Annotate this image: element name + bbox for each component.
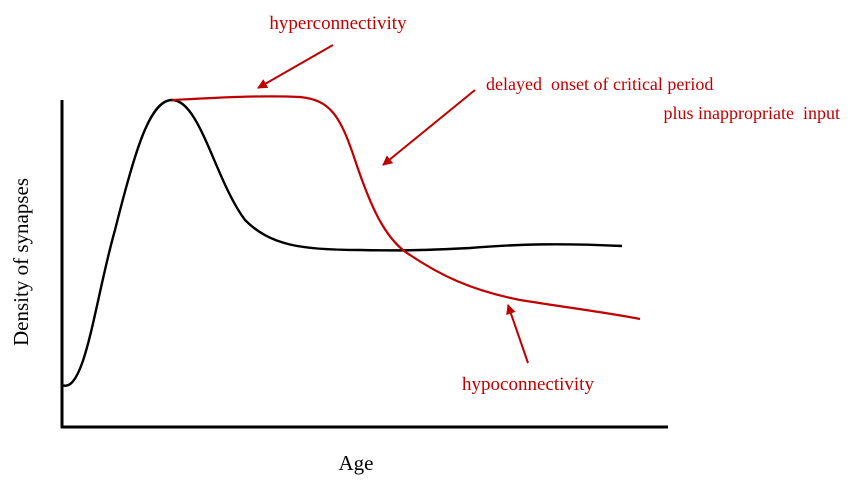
- altered-development-curve: [171, 95, 641, 321]
- normal-development-curve: [61, 98, 623, 387]
- y-axis-label: Density of synapses: [9, 178, 33, 346]
- hyperconnectivity-label: hyperconnectivity: [269, 13, 407, 34]
- hypoconnectivity-arrow: [506, 304, 529, 364]
- delayed-onset-label-line2: plus inappropriate input: [664, 103, 840, 123]
- hypoconnectivity-label: hypoconnectivity: [462, 374, 594, 395]
- hyperconnectivity-arrow: [257, 44, 334, 89]
- delayed-onset-label-line1: delayed onset of critical period: [486, 74, 713, 94]
- delayed-onset-arrow: [382, 89, 476, 166]
- x-axis-label: Age: [339, 451, 374, 475]
